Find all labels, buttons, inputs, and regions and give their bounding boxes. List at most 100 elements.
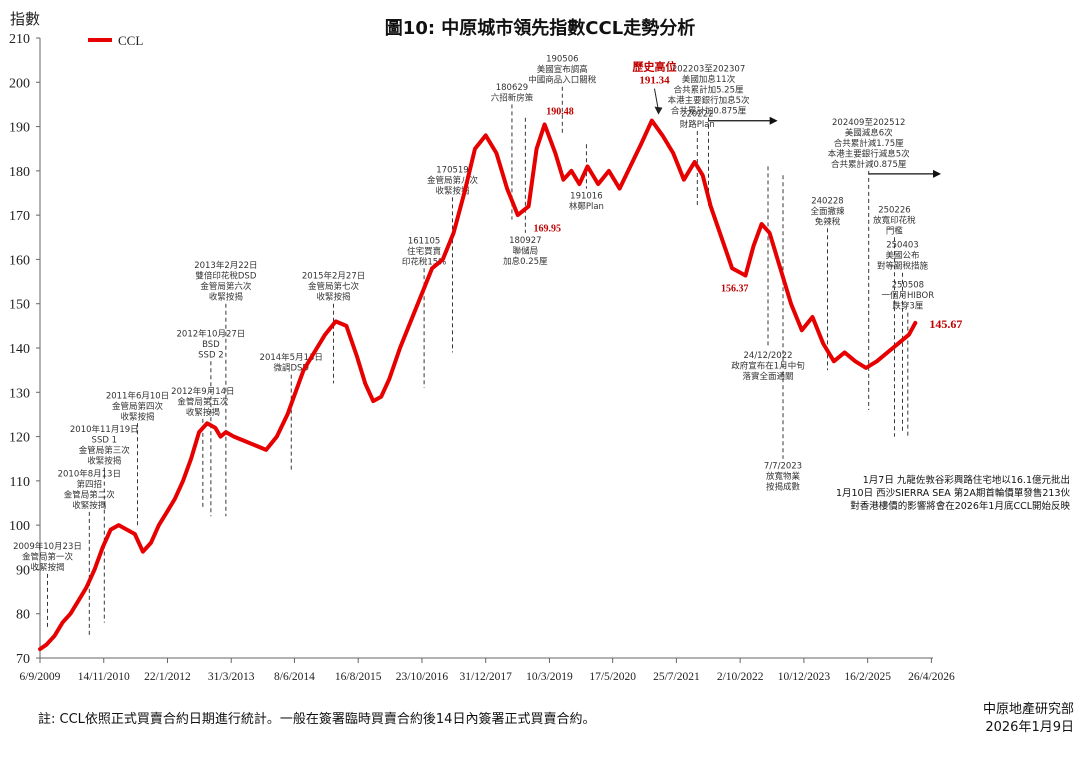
y-tick-label: 90 — [16, 563, 30, 578]
footnote: 註: CCL依照正式買賣合約日期進行統計。一般在簽署臨時買賣合約後14日內簽署正… — [38, 711, 595, 727]
annotation-text: 2015年2月27日 — [302, 271, 365, 282]
annotation-text: 收緊按揭 — [317, 292, 352, 303]
x-tick-label: 31/12/2017 — [460, 671, 513, 683]
annotation-text: 第四招 — [77, 479, 103, 490]
x-tick-label: 23/10/2016 — [396, 671, 449, 683]
annotation-text: 免辣稅 — [815, 216, 841, 227]
annotation-text: 202203至202307 — [672, 65, 745, 75]
annotation-text: 190506 — [546, 55, 578, 65]
axes: 7080901001101201301401501601701801902002… — [9, 32, 955, 683]
annotation-text: 中國商品入口關稅 — [528, 75, 597, 86]
annotation-text: 放寬物業 — [766, 471, 801, 482]
annotation-arrowhead — [933, 169, 942, 178]
peak-arrow — [653, 88, 659, 111]
annotation-text: 2013年2月22日 — [194, 260, 257, 271]
y-tick-label: 200 — [9, 76, 30, 91]
annotation-text: 政府宣布在1月中旬 — [731, 361, 804, 372]
annotation-text: 金管局第二次 — [64, 489, 116, 500]
x-tick-label: 8/6/2014 — [274, 671, 315, 683]
ccl-series-line — [38, 118, 918, 652]
annotation-text: 合共累計減0.875厘 — [831, 159, 907, 170]
annotation-text: 240228 — [811, 196, 843, 206]
annotation-text: 微調DSD — [273, 363, 309, 374]
x-tick-label: 17/5/2020 — [589, 671, 636, 683]
y-tick-label: 130 — [9, 386, 30, 401]
annotation-text: 180927 — [509, 236, 541, 246]
annotation-text: 一個月HIBOR — [881, 290, 934, 301]
annotation-text: 合共累計加0.875厘 — [671, 106, 747, 117]
annotation-text: 放寬印花稅 — [873, 215, 916, 226]
annotation-text: 202409至202512 — [832, 118, 905, 128]
annotations: 2009年10月23日金管局第一次收緊按揭2010年8月13日第四招金管局第二次… — [13, 55, 942, 636]
annotation-text: 加息0.25厘 — [503, 256, 548, 267]
annotation-text: 24/12/2022 — [744, 351, 793, 361]
y-tick-label: 180 — [9, 165, 30, 180]
annotation-text: 2012年10月27日 — [177, 328, 246, 339]
annotation-text: 對等關稅措施 — [877, 261, 929, 272]
y-tick-label: 70 — [16, 652, 30, 667]
y-tick-label: 210 — [9, 32, 30, 47]
annotation-text: 收緊按揭 — [209, 292, 244, 303]
y-tick-label: 110 — [10, 475, 30, 490]
x-tick-label: 10/3/2019 — [526, 671, 573, 683]
point-label: 145.67 — [929, 317, 962, 331]
source-date: 2026年1月9日 — [985, 720, 1074, 735]
annotation-text: 2012年9月14日 — [171, 386, 234, 397]
x-tick-label: 25/7/2021 — [653, 671, 700, 683]
annotation-text: 印花稅15% — [402, 256, 446, 267]
y-tick-label: 170 — [9, 209, 30, 224]
x-tick-label: 2/10/2022 — [717, 671, 764, 683]
annotation-text: 250403 — [886, 241, 918, 251]
annotation-text: 林鄭Plan — [569, 201, 604, 212]
annotation-text: 金管局第一次 — [22, 551, 74, 562]
side-note-line-2: 1月10日 西沙SIERRA SEA 第2A期首輪價單發售213伙 — [836, 487, 1071, 499]
y-tick-label: 140 — [9, 342, 30, 357]
annotation-text: 美國加息11次 — [682, 74, 736, 85]
y-tick-label: 80 — [16, 608, 30, 623]
annotation-text: 2010年8月13日 — [58, 468, 121, 479]
side-note: 1月7日 九龍佐敦谷彩興路住宅地以16.1億元批出 1月10日 西沙SIERRA… — [836, 474, 1071, 512]
annotation-text: 金管局第六次 — [200, 281, 252, 292]
peak-label-value: 191.34 — [639, 75, 670, 87]
y-axis-label: 指數 — [10, 11, 40, 28]
x-tick-label: 6/9/2009 — [20, 671, 61, 683]
annotation-text: 六招新房策 — [491, 92, 534, 103]
y-tick-label: 190 — [9, 121, 30, 136]
annotation-text: 收緊按揭 — [186, 407, 221, 418]
annotation-text: 金管局第三次 — [79, 445, 131, 456]
point-label: 156.37 — [721, 284, 749, 295]
annotation-text: 按揭成數 — [766, 482, 801, 493]
annotation-text: 2009年10月23日 — [13, 541, 82, 552]
peak-label-title: 歷史高位 — [632, 60, 676, 74]
annotation-text: 聯儲局 — [513, 245, 539, 256]
annotation-text: 合共累計加5.25厘 — [674, 85, 744, 96]
annotation-text: 金管局第五次 — [177, 396, 229, 407]
annotation-text: 合共累計減1.75厘 — [834, 138, 904, 149]
annotation-text: 金管局第八次 — [427, 175, 479, 186]
annotation-text: 門檻 — [886, 225, 904, 236]
annotation-text: 美國宣布調高 — [537, 64, 588, 75]
x-tick-label: 26/4/2026 — [908, 671, 955, 683]
annotation-text: 191016 — [570, 192, 602, 202]
annotation-text: 本港主要銀行減息5次 — [828, 148, 910, 159]
annotation-text: 財路Plan — [680, 119, 715, 130]
annotation-text: SSD 1 — [92, 436, 117, 446]
x-tick-label: 14/11/2010 — [78, 671, 130, 683]
annotation-text: 180629 — [496, 83, 528, 93]
annotation-text: 161105 — [408, 236, 440, 246]
legend: CCL — [88, 33, 143, 48]
annotation-text: 住宅買賣 — [407, 246, 442, 257]
x-tick-label: 16/2/2025 — [844, 671, 891, 683]
annotation-text: 本港主要銀行加息5次 — [668, 95, 750, 106]
x-tick-label: 10/12/2023 — [778, 671, 831, 683]
y-tick-label: 120 — [9, 431, 30, 446]
x-tick-label: 16/8/2015 — [335, 671, 382, 683]
side-note-line-3: 對香港樓價的影響將會在2026年1月底CCL開始反映 — [850, 500, 1070, 512]
annotation-text: 收緊按揭 — [435, 185, 470, 196]
side-note-line-1: 1月7日 九龍佐敦谷彩興路住宅地以16.1億元批出 — [863, 474, 1070, 486]
annotation-text: 收緊按揭 — [87, 456, 122, 467]
annotation-text: 收緊按揭 — [30, 562, 65, 573]
annotation-text: 170519 — [436, 165, 468, 175]
y-tick-label: 100 — [9, 519, 30, 534]
